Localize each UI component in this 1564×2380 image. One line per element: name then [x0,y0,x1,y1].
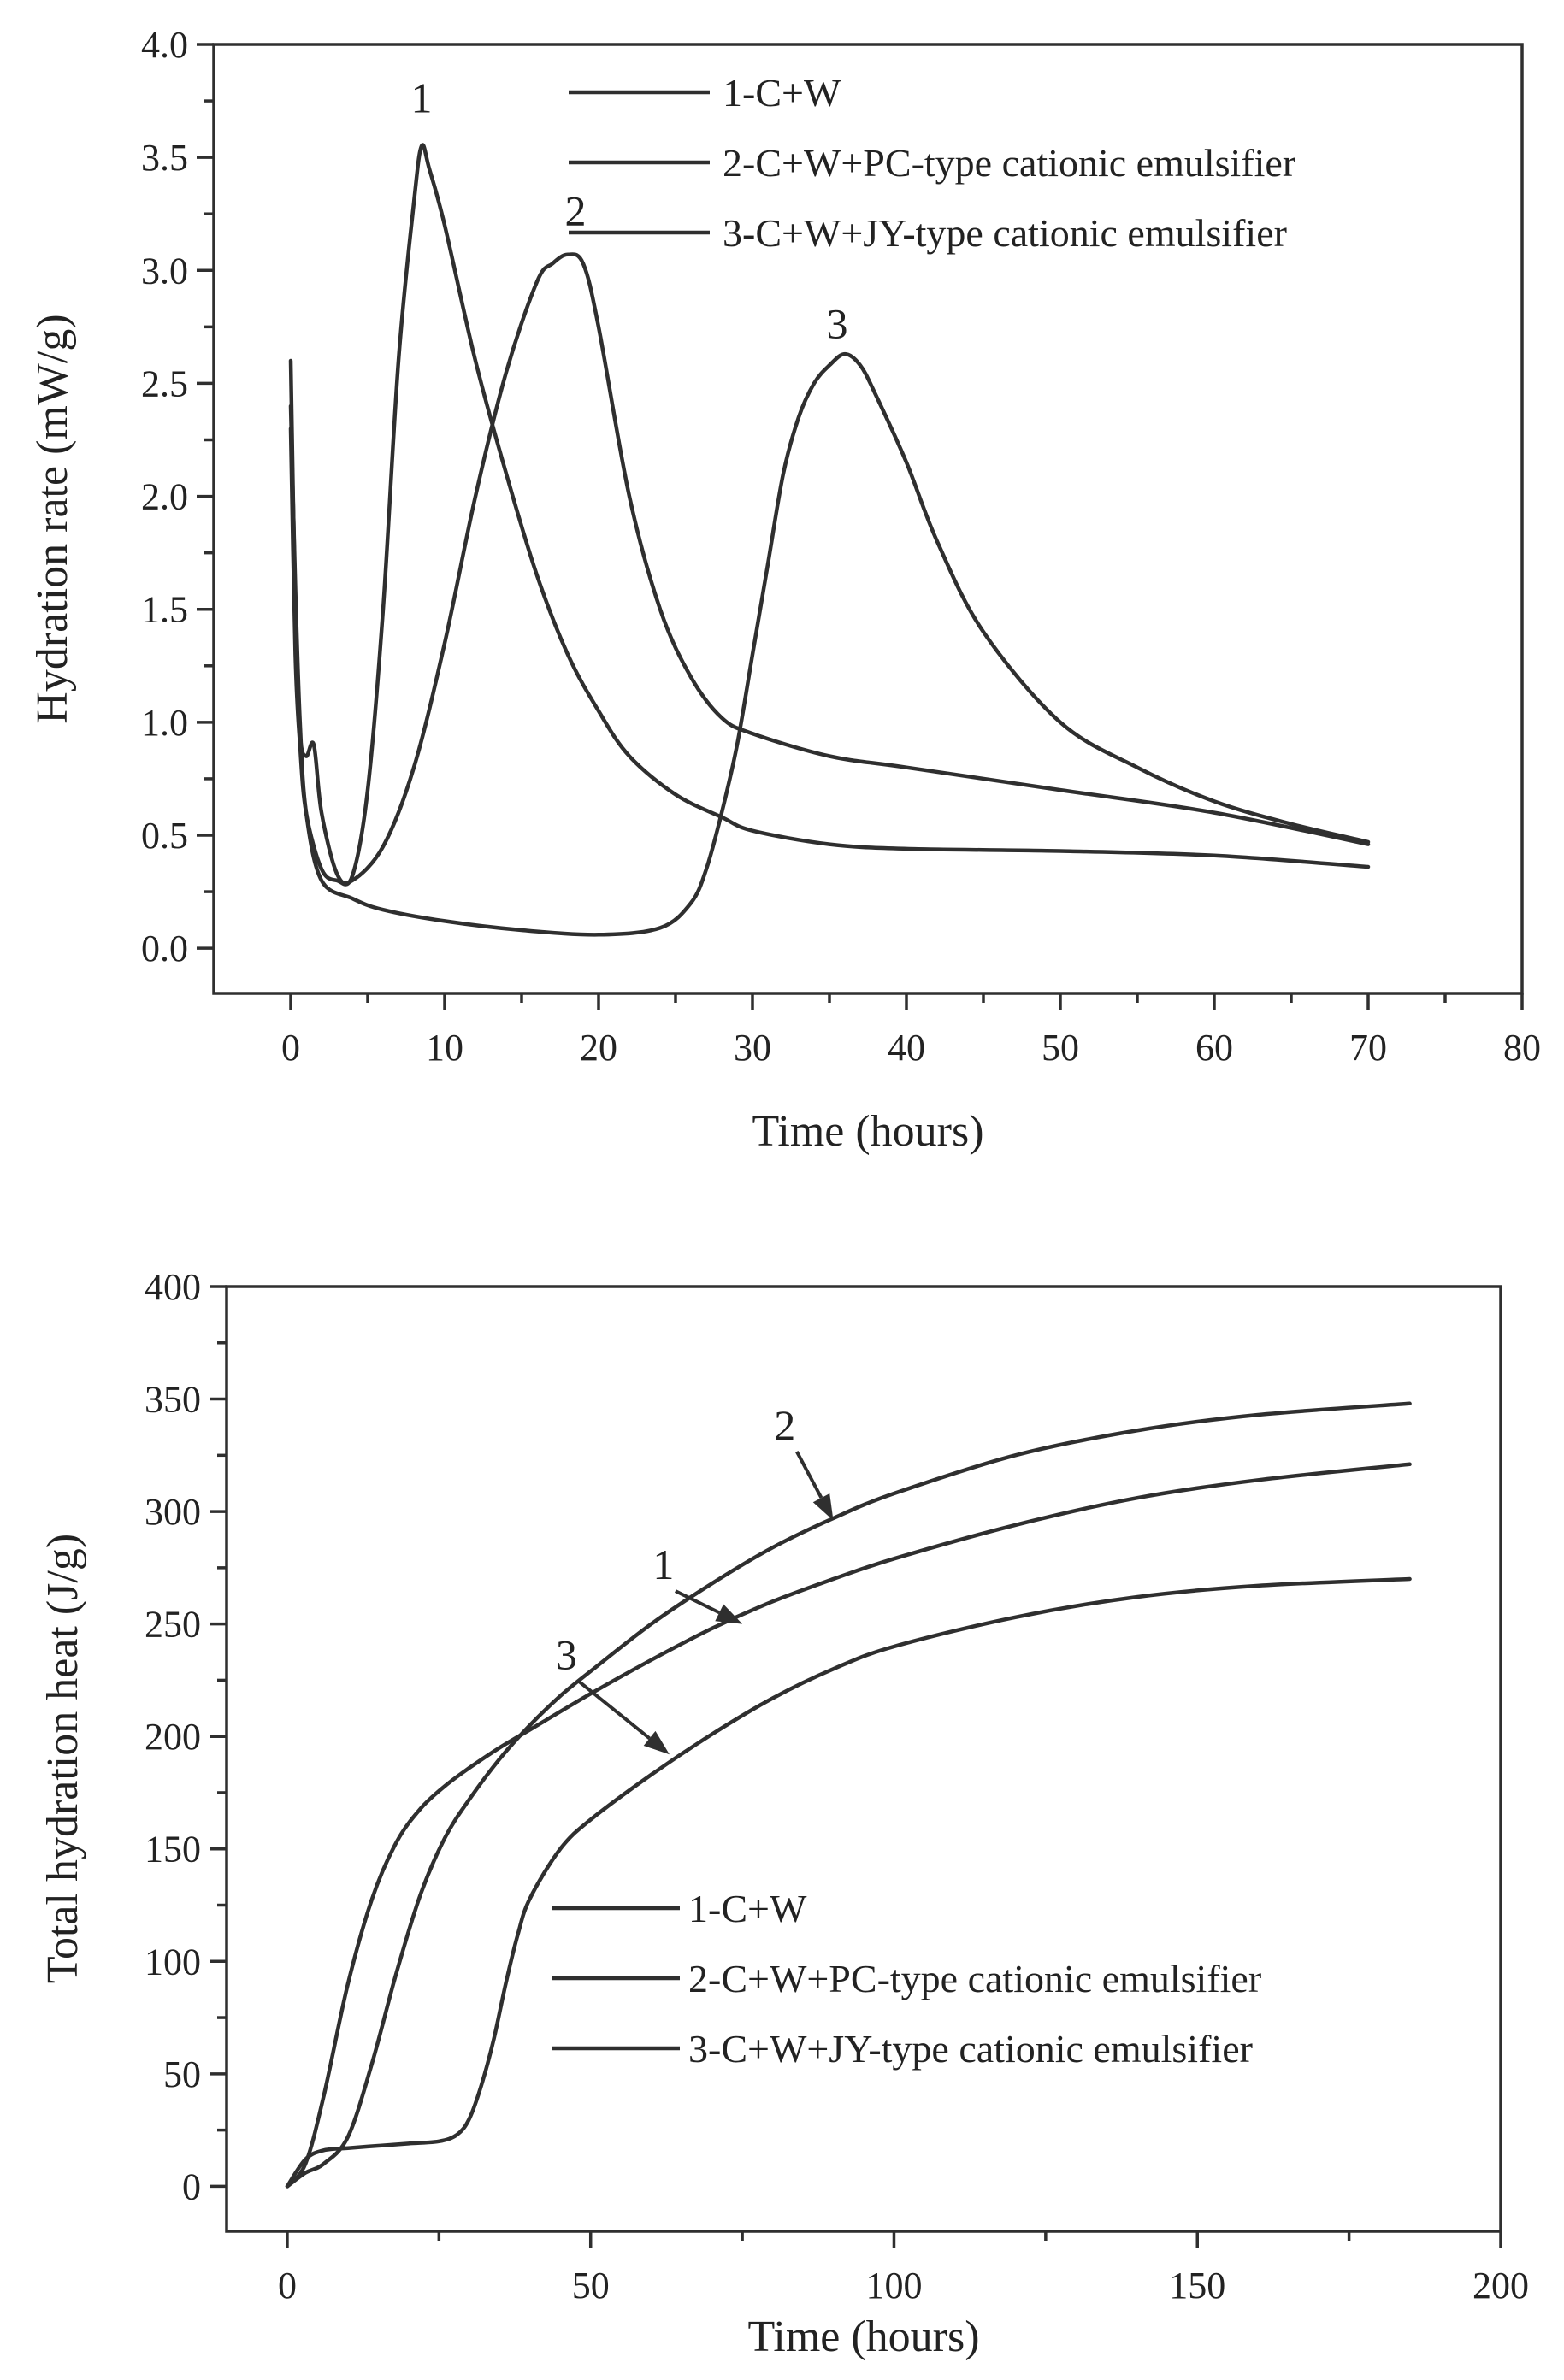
legend-entry-1: 1-C+W [688,1887,807,1930]
curve-label-group: 1 2 3 [556,1401,834,1755]
x-tick-label: 0 [281,1027,300,1069]
hydration-rate-chart: 0 10 20 30 40 50 60 70 80 0.0 0.5 1.0 1.5 2.0 2.5 3.0 3.… [0,0,1564,1180]
y-tick-label: 50 [163,2053,201,2095]
y-axis-title: Total hydration heat (J/g) [38,1534,87,1983]
tick-group: 0 50 100 150 200 0 50 100 150 200 250 300 350 400 [145,1266,1529,2306]
plot-frame [225,1285,1502,2233]
hydration-rate-plot: 0 10 20 30 40 50 60 70 80 0.0 0.5 1.0 1.5 2.0 2.5 3.0 3.… [28,24,1541,1156]
x-tick-label: 70 [1349,1027,1387,1069]
curve-label-1: 1 [652,1541,674,1588]
legend-entry-1: 1-C+W [723,71,841,115]
series-line-2 [288,252,1371,886]
x-tick-label: 100 [865,2265,922,2306]
legend-entry-2: 2-C+W+PC-type cationic emulsifier [723,141,1295,185]
curve-arrowhead-3 [643,1730,670,1755]
series-line-1 [288,143,1371,887]
x-tick-label: 40 [888,1027,925,1069]
x-tick-label: 200 [1473,2265,1529,2306]
legend-entry-3: 3-C+W+JY-type cationic emulsifier [688,2027,1253,2071]
plot-frame [212,43,1524,995]
curve-label-3: 3 [556,1630,577,1678]
x-tick-label: 80 [1503,1027,1541,1069]
y-tick-label: 300 [145,1491,201,1533]
curve-arrowhead-2 [812,1493,834,1521]
y-tick-label: 100 [145,1941,201,1982]
legend: 1-C+W 2-C+W+PC-type cationic emulsifier … [569,71,1295,255]
y-tick-label: 1.5 [141,589,188,631]
x-tick-label: 50 [1042,1027,1079,1069]
curve-arrow-2 [794,1450,823,1499]
legend: 1-C+W 2-C+W+PC-type cationic emulsifier … [552,1887,1261,2071]
curve-label-group: 1 2 3 [411,74,848,347]
y-tick-label: 0.0 [141,928,188,969]
curve-group [285,1401,1412,2189]
x-tick-label: 30 [734,1027,771,1069]
y-tick-label: 2.0 [141,476,188,518]
curve-label-2: 2 [774,1401,795,1449]
curve-label-1: 1 [411,74,433,121]
series-line-3 [285,1576,1412,2189]
legend-entry-2: 2-C+W+PC-type cationic emulsifier [688,1957,1261,2000]
curve-arrow-1 [674,1589,721,1615]
x-tick-label: 10 [426,1027,463,1069]
y-tick-label: 3.0 [141,250,188,292]
x-axis-title: Time (hours) [752,1107,983,1156]
total-hydration-heat-chart: 0 50 100 150 200 0 50 100 150 200 250 300 350 400 1 2 3… [0,1214,1564,2380]
curve-arrow-3 [577,1679,651,1740]
x-tick-label: 50 [572,2265,610,2306]
y-axis-title: Hydration rate (mW/g) [28,314,77,723]
series-line-3 [288,351,1371,937]
y-tick-label: 4.0 [141,24,188,66]
x-axis-title: Time (hours) [747,2312,979,2361]
curve-group [288,143,1371,937]
tick-group: 0 10 20 30 40 50 60 70 80 0.0 0.5 1.0 1.5 2.0 2.5 3.0 3.… [141,24,1541,1069]
y-tick-label: 150 [145,1829,201,1870]
y-tick-label: 250 [145,1604,201,1646]
curve-label-2: 2 [565,186,587,234]
curve-label-3: 3 [827,300,848,348]
x-tick-label: 20 [580,1027,617,1069]
y-tick-label: 0 [182,2165,201,2207]
y-tick-label: 0.5 [141,815,188,857]
y-tick-label: 400 [145,1266,201,1308]
x-tick-label: 0 [278,2265,297,2306]
y-tick-label: 2.5 [141,362,188,404]
y-tick-label: 350 [145,1379,201,1421]
series-line-2 [285,1401,1412,2189]
y-tick-label: 200 [145,1716,201,1758]
y-tick-label: 3.5 [141,137,188,179]
series-line-1 [285,1462,1412,2189]
total-hydration-heat-plot: 0 50 100 150 200 0 50 100 150 200 250 300 350 400 1 2 3… [38,1266,1529,2361]
y-tick-label: 1.0 [141,702,188,744]
x-tick-label: 150 [1169,2265,1225,2306]
legend-entry-3: 3-C+W+JY-type cationic emulsifier [723,211,1287,255]
x-tick-label: 60 [1195,1027,1233,1069]
curve-arrowhead-1 [715,1604,743,1624]
